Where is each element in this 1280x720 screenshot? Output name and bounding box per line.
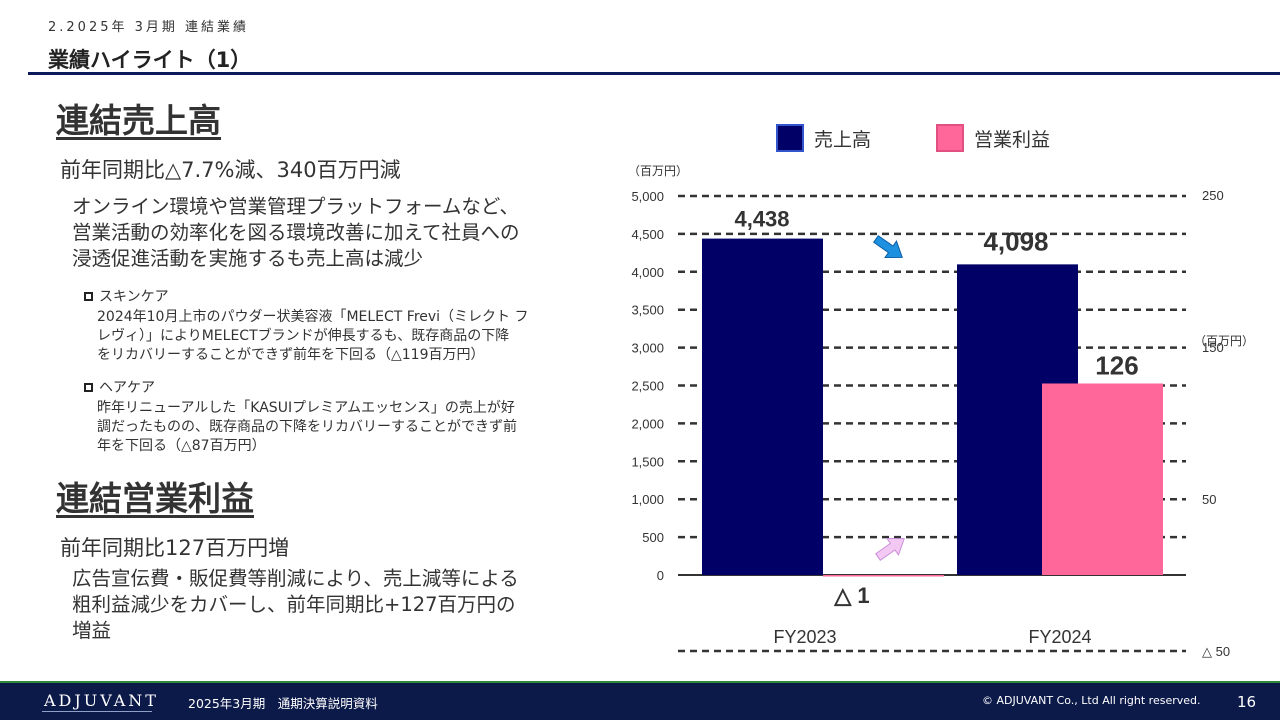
legend-swatch-profit bbox=[936, 124, 964, 152]
right-axis-unit: （百万円） bbox=[1194, 334, 1254, 348]
sales-bar bbox=[702, 238, 823, 575]
page-title: 業績ハイライト（1） bbox=[48, 48, 252, 72]
bullet-title: ヘアケア bbox=[99, 380, 155, 396]
footer-copyright: © ADJUVANT Co., Ltd All right reserved. bbox=[982, 694, 1201, 707]
bullet-text: 昨年リニューアルした「KASUIプレミアムエッセンス」の売上が好 調だったものの… bbox=[97, 400, 517, 454]
increase-arrow-icon bbox=[875, 537, 905, 561]
left-axis-unit: （百万円） bbox=[628, 164, 688, 178]
sales-data-label: 4,098 bbox=[983, 226, 1048, 256]
sales-body: オンライン環境や営業管理プラットフォームなど、 営業活動の効率化を図る環境改善に… bbox=[72, 195, 520, 270]
profit-heading: 連結営業利益 bbox=[56, 479, 254, 518]
title-divider bbox=[28, 72, 1280, 75]
bullet-title: スキンケア bbox=[99, 289, 169, 305]
left-tick-label: 2,500 bbox=[631, 379, 664, 394]
profit-body: 広告宣伝費・販促費等削減により、売上減等による 粗利益減少をカバーし、前年同期比… bbox=[72, 567, 519, 642]
left-tick-label: 2,000 bbox=[631, 416, 664, 431]
footer: ADJUVANT 2025年3月期 通期決算説明資料 © ADJUVANT Co… bbox=[0, 681, 1280, 720]
bullet-haircare: ヘアケア 昨年リニューアルした「KASUIプレミアムエッセンス」の売上が好 調だ… bbox=[84, 377, 584, 456]
legend-label-sales: 売上高 bbox=[814, 128, 872, 151]
sales-heading: 連結売上高 bbox=[56, 101, 221, 140]
footer-document-title: 2025年3月期 通期決算説明資料 bbox=[188, 696, 378, 711]
legend-label-profit: 営業利益 bbox=[974, 128, 1051, 151]
legend-swatch-sales bbox=[776, 124, 804, 152]
sales-data-label: 4,438 bbox=[734, 207, 789, 232]
left-tick-label: 0 bbox=[657, 568, 664, 583]
bullet-square-icon bbox=[84, 291, 93, 301]
left-tick-label: 5,000 bbox=[631, 189, 664, 204]
profit-data-label: 126 bbox=[1095, 350, 1138, 380]
sales-subheading: 前年同期比△7.7%減、340百万円減 bbox=[60, 158, 401, 182]
bullet-square-icon bbox=[84, 382, 93, 392]
legend-sales: 売上高 bbox=[776, 124, 871, 152]
left-tick-label: 500 bbox=[642, 530, 664, 545]
right-tick-label: 50 bbox=[1202, 492, 1216, 507]
left-tick-label: 3,500 bbox=[631, 303, 664, 318]
profit-bar bbox=[1042, 383, 1163, 575]
footer-logo: ADJUVANT bbox=[44, 691, 159, 710]
profit-data-label: △ 1 bbox=[833, 583, 869, 608]
right-tick-label: 150 bbox=[1202, 340, 1224, 355]
right-tick-label: 250 bbox=[1202, 188, 1224, 203]
logo-underline bbox=[42, 711, 152, 712]
profit-subheading: 前年同期比127百万円増 bbox=[60, 536, 290, 560]
page-number: 16 bbox=[1237, 693, 1257, 711]
bullet-text: 2024年10月上市のパウダー状美容液「MELECT Frevi（ミレクト フ … bbox=[97, 309, 529, 363]
left-tick-label: 3,000 bbox=[631, 341, 664, 356]
left-tick-label: 1,500 bbox=[631, 454, 664, 469]
legend-profit: 営業利益 bbox=[936, 124, 1050, 152]
decrease-arrow-icon bbox=[873, 235, 903, 259]
category-label: FY2024 bbox=[1028, 627, 1091, 647]
left-tick-label: 4,000 bbox=[631, 265, 664, 280]
left-tick-label: 1,000 bbox=[631, 492, 664, 507]
category-label: FY2023 bbox=[773, 627, 836, 647]
bullet-skincare: スキンケア 2024年10月上市のパウダー状美容液「MELECT Frevi（ミ… bbox=[84, 286, 584, 365]
breadcrumb: 2.2025年 3月期 連結業績 bbox=[48, 20, 250, 35]
right-tick-label: △ 50 bbox=[1202, 644, 1230, 659]
profit-bar bbox=[823, 575, 944, 577]
left-tick-label: 4,500 bbox=[631, 227, 664, 242]
